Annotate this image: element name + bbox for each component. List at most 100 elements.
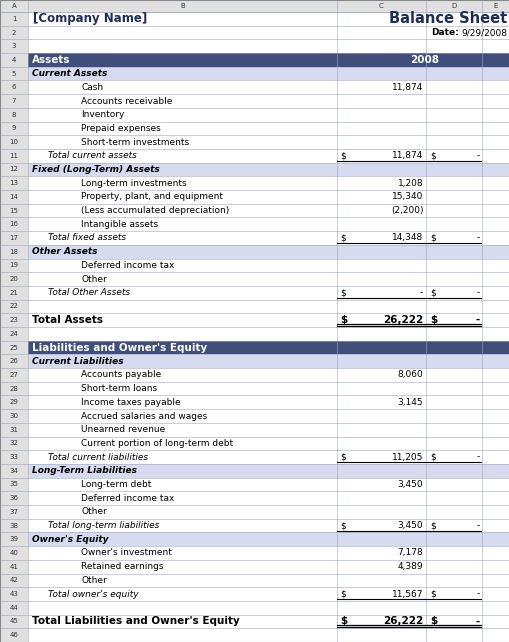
Text: $: $ [340,453,346,462]
Bar [28,80,509,94]
Bar [28,450,509,464]
Text: $: $ [429,589,435,598]
Text: -: - [475,589,478,598]
Text: Deferred income tax: Deferred income tax [81,261,174,270]
Text: 14: 14 [10,194,18,200]
Text: 3,450: 3,450 [397,521,422,530]
Text: 43: 43 [10,591,18,597]
Text: Cash: Cash [81,83,103,92]
Text: Long-term debt: Long-term debt [81,480,151,489]
Text: 45: 45 [10,618,18,625]
Text: 9: 9 [12,125,16,132]
Text: Other Assets: Other Assets [32,247,97,256]
Text: 4,389: 4,389 [397,562,422,571]
Text: 35: 35 [10,482,18,487]
Text: Total owner's equity: Total owner's equity [48,589,139,598]
Text: 2: 2 [12,30,16,35]
Bar [28,245,509,259]
Text: $: $ [429,315,436,325]
Text: $: $ [340,234,346,243]
Text: 11,567: 11,567 [391,589,422,598]
Bar [28,39,509,53]
Bar [0,12,28,642]
Text: $: $ [429,616,436,627]
Text: 15,340: 15,340 [391,193,422,202]
Bar [28,478,509,491]
Text: 7: 7 [12,98,16,104]
Text: Prepaid expenses: Prepaid expenses [81,124,160,133]
Bar [28,108,509,121]
Bar [28,53,509,67]
Text: Total fixed assets: Total fixed assets [48,234,126,243]
Bar [28,300,509,313]
Text: 22: 22 [10,304,18,309]
Text: 32: 32 [10,440,18,446]
Bar [28,464,509,478]
Text: 34: 34 [10,468,18,474]
Text: 11,205: 11,205 [391,453,422,462]
Text: 2008: 2008 [409,55,438,65]
Text: -: - [475,152,478,160]
Text: -: - [475,234,478,243]
Text: $: $ [340,288,346,297]
Text: Total Assets: Total Assets [32,315,103,325]
Bar [28,491,509,505]
Text: 3,145: 3,145 [397,398,422,407]
Bar [28,519,509,532]
Text: 31: 31 [10,427,18,433]
Text: Liabilities and Owner's Equity: Liabilities and Owner's Equity [32,343,207,352]
Text: -: - [475,288,478,297]
Text: 46: 46 [10,632,18,638]
Text: -: - [475,453,478,462]
Bar [28,409,509,423]
Text: 1: 1 [12,16,16,22]
Text: Date:: Date: [430,28,458,37]
Text: 29: 29 [10,399,18,405]
Text: [Company Name]: [Company Name] [33,12,147,25]
Bar [28,341,509,354]
Bar [28,231,509,245]
Text: Income taxes payable: Income taxes payable [81,398,180,407]
Text: 1,208: 1,208 [397,178,422,187]
Bar [28,177,509,190]
Bar [28,395,509,409]
Text: Owner's Equity: Owner's Equity [32,535,108,544]
Text: 24: 24 [10,331,18,337]
Text: Long-Term Liabilities: Long-Term Liabilities [32,466,137,475]
Text: 25: 25 [10,345,18,351]
Text: 33: 33 [10,454,18,460]
Text: 6: 6 [12,84,16,91]
Bar [28,12,509,26]
Text: Accrued salaries and wages: Accrued salaries and wages [81,412,207,421]
Text: 4: 4 [12,57,16,63]
Text: Current Liabilities: Current Liabilities [32,357,124,366]
Bar [28,135,509,149]
Text: 15: 15 [10,207,18,214]
Bar [28,162,509,177]
Text: (2,200): (2,200) [390,206,422,215]
Text: Intangible assets: Intangible assets [81,220,158,229]
Text: Fixed (Long-Term) Assets: Fixed (Long-Term) Assets [32,165,159,174]
Text: 8: 8 [12,112,16,117]
Text: 16: 16 [10,221,18,227]
Text: 14,348: 14,348 [391,234,422,243]
Text: Retained earnings: Retained earnings [81,562,163,571]
Text: 19: 19 [10,263,18,268]
Text: Other: Other [81,576,106,585]
Text: 44: 44 [10,605,18,611]
Text: 30: 30 [10,413,18,419]
Text: 12: 12 [10,166,18,173]
Text: $: $ [429,234,435,243]
Text: 42: 42 [10,577,18,584]
Bar [28,587,509,601]
Text: Owner's investment: Owner's investment [81,548,172,557]
Bar [28,67,509,80]
Text: Inventory: Inventory [81,110,124,119]
Bar [28,382,509,395]
Text: 37: 37 [10,509,18,515]
Text: 27: 27 [10,372,18,378]
Text: Long-term investments: Long-term investments [81,178,186,187]
Text: 9/29/2008: 9/29/2008 [461,28,506,37]
Bar [28,423,509,437]
Text: (Less accumulated depreciation): (Less accumulated depreciation) [81,206,229,215]
